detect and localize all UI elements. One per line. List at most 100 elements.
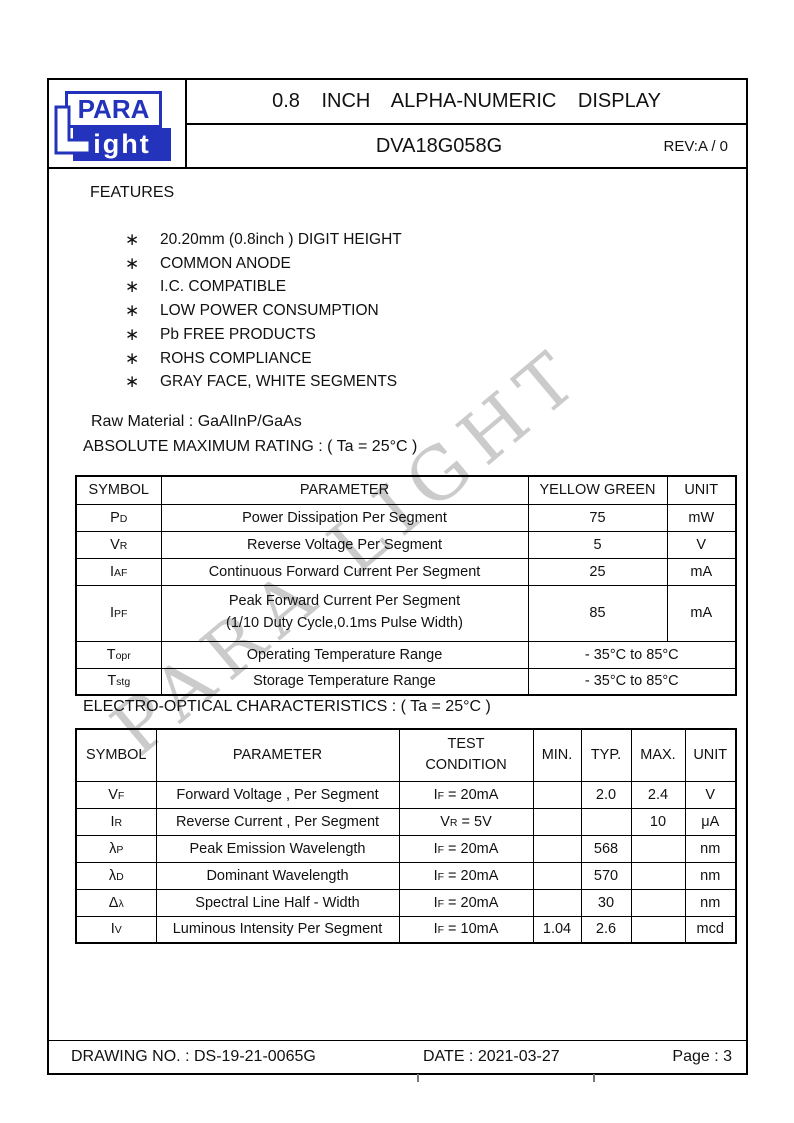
parameter-line1: Peak Forward Current Per Segment <box>228 593 461 610</box>
symbol-sub: R <box>119 539 128 552</box>
col-unit: UNIT <box>684 728 737 782</box>
asterisk-bullet-icon: ∗ <box>125 230 140 249</box>
col-parameter: PARAMETER <box>160 475 529 505</box>
max-cell <box>630 834 686 863</box>
symbol-main: I <box>110 813 115 830</box>
symbol-cell: IPF <box>75 584 162 642</box>
symbol-main: V <box>108 786 118 803</box>
tc-rest: = 20mA <box>444 786 499 803</box>
symbol-main: T <box>106 646 116 663</box>
symbol-sub: λ <box>118 897 124 910</box>
col-test-condition: TEST CONDITION <box>398 728 534 782</box>
tc-main: I <box>433 840 438 857</box>
symbol-sub: AF <box>114 566 128 579</box>
symbol-main: λ <box>109 840 117 857</box>
parameter-cell: Reverse Voltage Per Segment <box>160 530 529 559</box>
max-cell: 2.4 <box>630 780 686 809</box>
test-condition-cell: IF = 20mA <box>398 780 534 809</box>
table-row: VR Reverse Voltage Per Segment 5 V <box>75 530 737 559</box>
features-list: ∗ 20.20mm (0.8inch ) DIGIT HEIGHT ∗ COMMON… <box>125 228 402 394</box>
max-cell <box>630 861 686 890</box>
value-span-cell: - 35°C to 85°C <box>527 667 737 696</box>
symbol-sub: P <box>116 843 124 856</box>
symbol-main: λ <box>108 867 117 884</box>
tc-main: I <box>433 786 438 803</box>
symbol-cell: Δλ <box>75 888 157 917</box>
table-row: VF Forward Voltage , Per Segment IF = 20… <box>75 780 737 809</box>
raw-material-line: Raw Material : GaAlInP/GaAs <box>91 413 302 430</box>
table-row: Tstg Storage Temperature Range - 35°C to… <box>75 667 737 696</box>
table-row: λD Dominant Wavelength IF = 20mA 570 nm <box>75 861 737 890</box>
test-condition-cell: IF = 20mA <box>398 888 534 917</box>
footer: DRAWING NO. : DS-19-21-0065G DATE : 2021… <box>49 1040 746 1073</box>
table-header-row: SYMBOL PARAMETER YELLOW GREEN UNIT <box>75 475 737 505</box>
test-condition-cell: IF = 20mA <box>398 834 534 863</box>
logo-para-text: PARA <box>65 91 162 128</box>
unit-cell: nm <box>684 834 737 863</box>
value-cell: 5 <box>527 530 668 559</box>
page-frame: PARA ight 0.8 INCH ALPHA-NUMERIC DISPLAY… <box>47 78 748 1075</box>
symbol-main: I <box>110 605 115 621</box>
max-cell <box>630 888 686 917</box>
unit-cell: mA <box>666 557 737 586</box>
table-row: IR Reverse Current , Per Segment VR = 5V… <box>75 807 737 836</box>
date-label: DATE : 2021-03-27 <box>423 1048 560 1065</box>
col-max: MAX. <box>630 728 686 782</box>
logo-cell: PARA ight <box>49 80 187 167</box>
asterisk-bullet-icon: ∗ <box>125 253 140 273</box>
parameter-cell: Forward Voltage , Per Segment <box>155 780 400 809</box>
col-yellow-green: YELLOW GREEN <box>527 475 668 505</box>
min-cell: 1.04 <box>532 915 582 944</box>
symbol-cell: IAF <box>75 557 162 586</box>
feature-text: ROHS COMPLIANCE <box>160 349 312 367</box>
col-symbol: SYMBOL <box>75 475 162 505</box>
col-unit: UNIT <box>666 475 737 505</box>
symbol-cell: IV <box>75 915 157 944</box>
feature-text: GRAY FACE, WHITE SEGMENTS <box>160 373 398 391</box>
eo-heading: ELECTRO-OPTICAL CHARACTERISTICS : ( Ta =… <box>83 698 491 715</box>
tc-main: I <box>433 921 438 938</box>
footer-divider-tick <box>593 1074 595 1082</box>
eo-table: SYMBOL PARAMETER TEST CONDITION MIN. TYP… <box>75 728 737 944</box>
typ-cell: 2.6 <box>580 915 632 944</box>
parameter-cell: Storage Temperature Range <box>160 667 529 696</box>
list-item: ∗ 20.20mm (0.8inch ) DIGIT HEIGHT <box>125 228 402 252</box>
table-row: IV Luminous Intensity Per Segment IF = 1… <box>75 915 737 944</box>
col-min: MIN. <box>532 728 582 782</box>
list-item: ∗ ROHS COMPLIANCE <box>125 347 402 371</box>
parameter-cell: Luminous Intensity Per Segment <box>155 915 400 944</box>
header: PARA ight 0.8 INCH ALPHA-NUMERIC DISPLAY… <box>49 80 746 169</box>
table-header-row: SYMBOL PARAMETER TEST CONDITION MIN. TYP… <box>75 728 737 782</box>
value-cell: 75 <box>527 503 668 532</box>
list-item: ∗ GRAY FACE, WHITE SEGMENTS <box>125 370 402 394</box>
typ-cell: 30 <box>580 888 632 917</box>
parameter-cell: Reverse Current , Per Segment <box>155 807 400 836</box>
col-typ: TYP. <box>580 728 632 782</box>
table-row: Δλ Spectral Line Half - Width IF = 20mA … <box>75 888 737 917</box>
table-row: IPF Peak Forward Current Per Segment (1/… <box>75 584 737 642</box>
tc-sub: F <box>437 924 445 937</box>
symbol-main: V <box>110 536 120 553</box>
typ-cell <box>580 807 632 836</box>
min-cell <box>532 780 582 809</box>
revision-label: REV:A / 0 <box>663 137 728 155</box>
parameter-line2: (1/10 Duty Cycle,0.1ms Pulse Width) <box>226 615 463 631</box>
table-row: IAF Continuous Forward Current Per Segme… <box>75 557 737 586</box>
col-test-condition-line2: CONDITION <box>425 757 507 774</box>
tc-sub: F <box>437 789 445 802</box>
typ-cell: 570 <box>580 861 632 890</box>
tc-rest: = 10mA <box>444 921 499 938</box>
typ-cell: 2.0 <box>580 780 632 809</box>
table-row: λP Peak Emission Wavelength IF = 20mA 56… <box>75 834 737 863</box>
list-item: ∗ I.C. COMPATIBLE <box>125 275 402 299</box>
parameter-cell: Peak Forward Current Per Segment (1/10 D… <box>160 584 529 642</box>
title-area: 0.8 INCH ALPHA-NUMERIC DISPLAY DVA18G058… <box>187 80 746 167</box>
table-row: PD Power Dissipation Per Segment 75 mW <box>75 503 737 532</box>
parameter-cell: Continuous Forward Current Per Segment <box>160 557 529 586</box>
value-span-cell: - 35°C to 85°C <box>527 640 737 669</box>
symbol-sub: D <box>116 870 124 883</box>
logo-ight-text: ight <box>73 128 171 161</box>
document-title: 0.8 INCH ALPHA-NUMERIC DISPLAY <box>187 80 746 125</box>
symbol-sub: F <box>117 789 125 802</box>
feature-text: LOW POWER CONSUMPTION <box>160 302 379 320</box>
